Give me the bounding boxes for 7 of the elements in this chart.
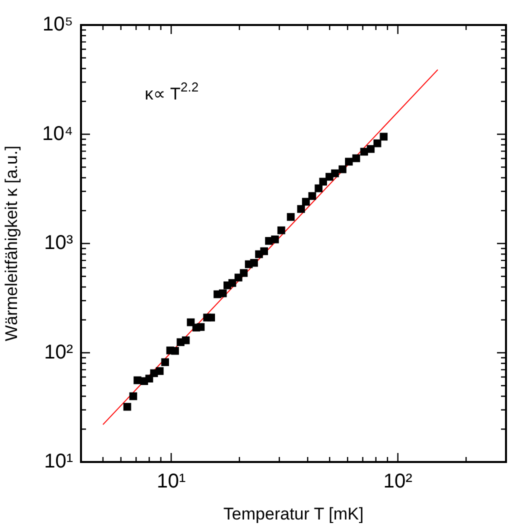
y-tick-label: 10³ [44,232,74,254]
y-tick-label: 10⁴ [42,122,73,145]
y-tick-label: 10¹ [44,450,74,473]
y-axis-title: Wärmeleitfähigkeit κ [a.u.] [2,146,21,342]
y-tick-label: 10² [44,341,74,364]
x-axis-title: Temperatur T [mK] [223,504,364,524]
y-tick-label: 10⁵ [42,14,73,36]
